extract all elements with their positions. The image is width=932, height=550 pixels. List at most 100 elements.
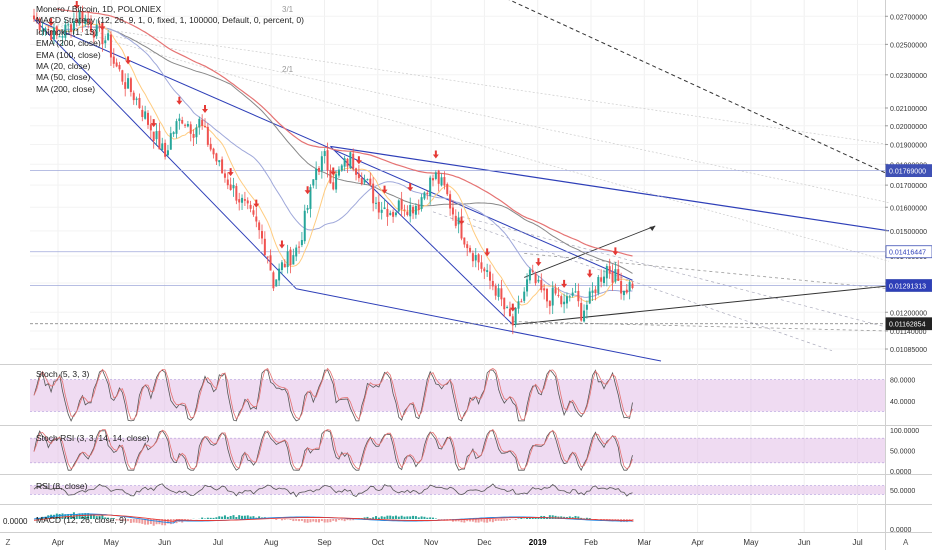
oscillator-lines (33, 367, 634, 526)
candle (266, 256, 269, 264)
zoom-reset-button[interactable]: Z (5, 538, 11, 547)
candle-body (594, 289, 597, 294)
candle (232, 177, 235, 197)
candle-body (380, 209, 383, 213)
sell-signal-arrow (535, 258, 542, 267)
candle (90, 15, 92, 35)
macd-histogram-bar (258, 516, 261, 519)
macd-histogram-bar (300, 519, 303, 521)
macd-histogram-bar (466, 519, 469, 522)
macd-histogram-bar (246, 515, 249, 519)
macd-histogram-bar (420, 516, 423, 519)
sell-signal-arrow (509, 303, 516, 312)
legend-macd-strategy[interactable]: MACD Strategy (12, 26, 9, 1, 0, fixed, 1… (36, 15, 304, 26)
candle-body (520, 301, 523, 303)
candle (118, 61, 121, 72)
candle (129, 76, 132, 97)
candle-body (568, 296, 571, 298)
candle (540, 273, 543, 293)
candle (375, 196, 377, 210)
macd-histogram-bar (403, 516, 406, 519)
candle-body (369, 178, 372, 185)
candle (625, 284, 628, 295)
candle-body (506, 306, 509, 308)
candle-body (557, 294, 560, 296)
legend-ichimoku[interactable]: Ichimoku (1, 13) (36, 26, 97, 37)
time-tick-label: Sep (317, 538, 332, 547)
time-tick-label: Apr (52, 538, 65, 547)
candle-body (414, 205, 417, 215)
candle-body (603, 276, 605, 284)
macd-histogram-bar (241, 515, 244, 519)
macd-histogram-bar (469, 519, 472, 522)
macd-histogram-bar (129, 519, 132, 523)
time-axis[interactable]: Apr May Jun Jul Aug Sep Oct Nov Dec 2019 Feb Mar Apr… (52, 538, 863, 547)
macd-histogram-bar (104, 517, 107, 519)
rsi-pane-label[interactable]: RSI (8, close) (36, 481, 88, 491)
legend-ma-20[interactable]: MA (20, close) (36, 61, 91, 72)
time-tick-label: 2019 (529, 538, 547, 547)
candle (414, 203, 417, 219)
candle-body (67, 24, 70, 26)
candle-body (480, 262, 483, 269)
candle-body (198, 118, 201, 128)
macd-histogram-bar (101, 515, 104, 519)
price-axis[interactable]: 0.02700000 0.02500000 0.02300000 0.02100000… (885, 14, 927, 534)
candle-body (423, 192, 426, 199)
macd-histogram-bar (363, 517, 366, 519)
candle (300, 231, 303, 248)
legend-ma-50[interactable]: MA (50, close) (36, 72, 91, 83)
candle-body (58, 36, 61, 38)
candle (75, 12, 78, 27)
candle-body (383, 207, 386, 210)
oscillator-tick-label: 0.0000 (890, 527, 912, 534)
legend-ema-200[interactable]: EMA (200, close) (36, 38, 101, 49)
stoch-rsi-pane-label[interactable]: Stoch RSI (3, 3, 14, 14, close) (36, 433, 150, 443)
candle (471, 250, 474, 268)
candle-body (534, 273, 537, 284)
candle (201, 114, 204, 130)
candle-body (149, 124, 152, 131)
macd-histogram-bar (312, 519, 315, 522)
candle (366, 178, 369, 181)
candle-body (585, 304, 588, 310)
macd-pane-label[interactable]: MACD (12, 26, close, 9) (36, 515, 127, 525)
candle (35, 12, 38, 24)
candle (92, 30, 95, 45)
symbol-title[interactable]: Monero / Bitcoin, 1D, POLONIEX (36, 4, 162, 14)
candle-body (38, 18, 41, 31)
candle-body (286, 251, 289, 268)
macd-histogram-bar (605, 519, 608, 520)
candle (161, 137, 164, 151)
candle-body (112, 56, 115, 64)
macd-histogram-bar (115, 519, 118, 521)
candle-body (631, 283, 634, 288)
dashed-triangle-upper (524, 253, 890, 290)
candle (508, 301, 511, 317)
stoch-pane-label[interactable]: Stoch (5, 3, 3) (36, 369, 90, 379)
price-tick-label: 0.02000000 (890, 124, 927, 131)
candle-body (166, 150, 169, 156)
auto-scale-button[interactable]: A (903, 538, 909, 547)
legend-ema-100[interactable]: EMA (100, close) (36, 49, 101, 60)
candle-body (377, 201, 380, 213)
candle (571, 287, 574, 298)
candle-body (343, 158, 346, 167)
price-tick-label: 0.02300000 (890, 73, 927, 80)
candle-body (129, 78, 132, 93)
macd-histogram-bar (309, 519, 312, 523)
candle-body (155, 131, 158, 140)
candle-body (625, 289, 628, 293)
candle (255, 207, 258, 228)
macd-histogram-bar (372, 517, 375, 519)
time-tick-label: Oct (372, 538, 385, 547)
candle (343, 155, 346, 172)
legend-ma-200[interactable]: MA (200, close) (36, 83, 96, 94)
macd-histogram-bar (340, 519, 343, 521)
macd-histogram-bar (471, 519, 474, 522)
candle (523, 287, 526, 304)
macd-histogram-bar (58, 513, 61, 519)
oscillator-tick-label: 80.0000 (890, 378, 915, 385)
candle-body (75, 19, 78, 23)
